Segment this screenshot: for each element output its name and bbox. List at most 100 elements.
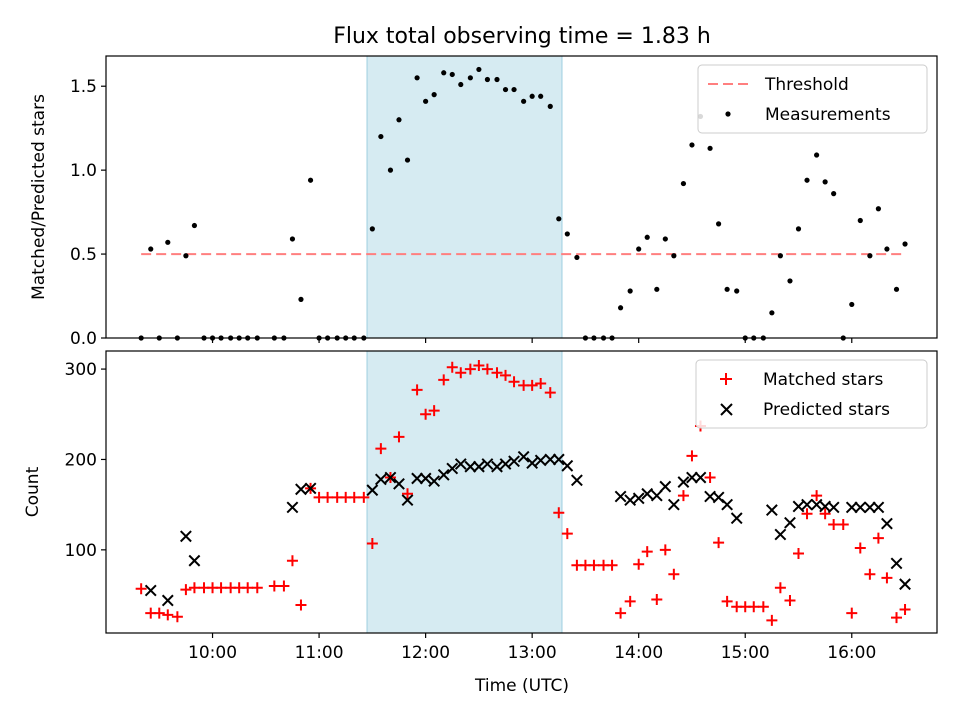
matched-star-point (491, 367, 503, 379)
ratio-y-tick-label: 1.5 (70, 77, 97, 97)
predicted-star-point (366, 484, 379, 497)
x-tick-label: 12:00 (401, 643, 450, 663)
predicted-star-point (481, 458, 494, 470)
measurement-point (307, 177, 314, 183)
measurement-point (521, 98, 527, 104)
x-tick-label: 16:00 (827, 643, 876, 663)
predicted-star-point (304, 482, 317, 495)
matched-star-point (215, 582, 227, 594)
threshold-legend-label: Threshold (764, 75, 849, 95)
predicted-star-point (419, 472, 432, 485)
matched-star-point (704, 472, 716, 484)
measurement-point (627, 288, 633, 294)
matched-star-point (411, 384, 423, 396)
matched-star-point (721, 595, 733, 607)
predicted-legend-swatch (720, 403, 733, 416)
measurement-point (467, 75, 473, 81)
matched-star-point (748, 601, 760, 613)
count-y-tick-label: 100 (65, 541, 97, 561)
ratio-y-tick-label: 0.0 (70, 329, 97, 349)
predicted-star-point (561, 459, 574, 472)
measurement-point (867, 253, 873, 259)
measurement-point (636, 246, 642, 252)
count-y-tick-label: 200 (65, 450, 97, 470)
predicted-star-point (863, 501, 876, 514)
measurement-point (458, 81, 464, 88)
matched-star-point (420, 408, 432, 420)
measurement-point (734, 288, 740, 294)
matched-star-point (891, 612, 903, 624)
predicted-star-point (632, 492, 645, 505)
predicted-star-point (614, 490, 627, 503)
measurement-point (484, 76, 491, 83)
matched-star-point (286, 555, 298, 567)
predicted-star-point (730, 512, 743, 525)
predicted-star-point (854, 501, 867, 514)
matched-star-point (757, 601, 769, 613)
matched-star-point (508, 376, 520, 388)
x-tick-label: 10:00 (188, 643, 237, 663)
measurement-point (875, 206, 882, 212)
measurement-point (396, 117, 402, 123)
predicted-star-point (454, 458, 467, 470)
predicted-star-point (570, 474, 583, 487)
count-y-tick-label: 300 (65, 360, 97, 380)
measurements-legend-label: Measurements (765, 105, 891, 125)
x-tick-label: 14:00 (614, 643, 663, 663)
ratio-panel: 0.0 0.5 1.0 1.5 Matched/Predicted stars Thr… (29, 55, 938, 349)
matched-star-point (464, 363, 476, 375)
measurement-point (822, 179, 828, 185)
matched-star-point (446, 361, 458, 373)
predicted-star-point (801, 498, 813, 511)
measurement-point (511, 86, 517, 93)
predicted-star-point (686, 471, 698, 484)
measurement-point (671, 253, 677, 259)
measurement-point (556, 216, 562, 222)
measurement-point (662, 236, 668, 242)
matched-star-point (375, 443, 387, 455)
matched-star-point (624, 595, 636, 607)
matched-star-point (872, 532, 884, 544)
matched-star-point (428, 405, 440, 417)
predicted-star-point (188, 554, 201, 567)
count-y-ticks: 100 200 300 (65, 360, 106, 561)
predicted-star-point (428, 475, 441, 488)
measurement-point (183, 253, 189, 259)
predicted-star-point (544, 453, 557, 466)
predicted-star-points (144, 450, 911, 607)
predicted-star-point (872, 501, 885, 514)
x-tick-label: 11:00 (295, 643, 344, 663)
measurement-point (893, 286, 900, 292)
measurement-point (707, 145, 713, 151)
predicted-star-point (508, 455, 520, 468)
measurement-point (404, 157, 411, 163)
predicted-star-point (677, 476, 690, 488)
predicted-star-point (295, 483, 307, 496)
chart-title: Flux total observing time = 1.83 h (333, 24, 711, 49)
matched-star-point (561, 528, 573, 540)
matched-star-point (500, 369, 512, 381)
measurement-point (724, 286, 730, 292)
predicted-star-point (694, 471, 707, 484)
measurement-point (804, 177, 810, 183)
predicted-star-point (650, 489, 663, 502)
matched-star-point (811, 490, 823, 502)
matched-star-point (659, 544, 671, 556)
measurement-point (387, 167, 394, 173)
count-axes-frame (105, 350, 938, 634)
measurement-point (414, 75, 420, 81)
predicted-star-point (890, 557, 903, 570)
predicted-star-point (641, 487, 654, 500)
predicted-star-point (721, 498, 734, 511)
matched-star-point (358, 491, 370, 503)
matched-star-point (393, 431, 405, 443)
matched-star-point (774, 582, 786, 594)
matched-star-point (677, 490, 689, 502)
ratio-x-ticks (211, 338, 853, 343)
matched-star-point (348, 491, 360, 503)
matched-star-point (837, 519, 849, 531)
matched-star-point (481, 363, 493, 375)
measurement-point (777, 253, 783, 259)
predicted-star-point (784, 516, 796, 529)
ratio-axes-frame (105, 55, 938, 339)
